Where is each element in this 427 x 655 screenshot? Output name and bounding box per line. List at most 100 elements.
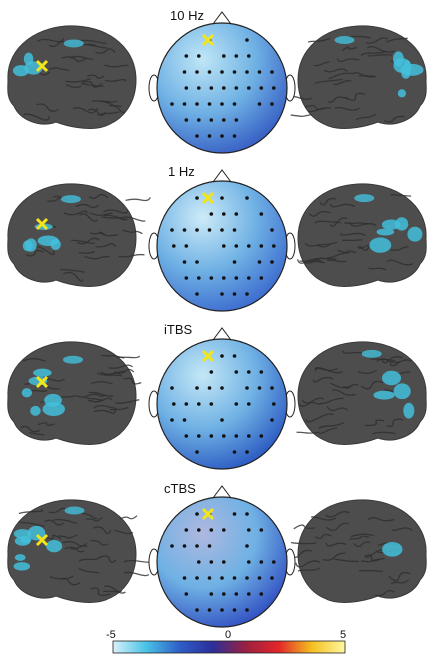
electrode xyxy=(184,592,189,596)
electrode xyxy=(182,260,187,264)
electrode xyxy=(209,86,214,90)
electrode xyxy=(245,576,249,580)
electrode xyxy=(257,70,262,74)
electrode xyxy=(197,54,201,58)
electrode xyxy=(209,434,214,438)
stim-site-marker-10hz xyxy=(35,59,49,73)
electrode xyxy=(220,196,224,200)
panel-label-ctbs: cTBS xyxy=(164,481,196,496)
electrode xyxy=(170,102,174,106)
stim-site-marker-1hz xyxy=(35,217,49,231)
electrode xyxy=(245,608,249,612)
electrode xyxy=(184,434,189,438)
electrode xyxy=(207,386,212,390)
electrode xyxy=(247,276,251,280)
electrode xyxy=(184,86,189,90)
electrode xyxy=(247,528,251,532)
right-hemisphere-1hz xyxy=(296,183,427,287)
left-hemisphere-ctbs xyxy=(7,499,151,603)
electrode xyxy=(222,560,226,564)
colorbar-bar xyxy=(112,640,346,654)
topomap-ctbs xyxy=(148,485,296,628)
electrode xyxy=(232,260,237,264)
electrode xyxy=(270,102,274,106)
electrode xyxy=(209,528,214,532)
topomap-1hz xyxy=(148,169,296,312)
electrode xyxy=(232,576,237,580)
electrode xyxy=(209,402,214,406)
electrode xyxy=(234,434,239,438)
electrode xyxy=(245,196,249,200)
electrode xyxy=(245,38,249,42)
electrode xyxy=(245,544,249,548)
panel-label-itbs: iTBS xyxy=(164,322,193,337)
electrode xyxy=(232,450,237,454)
electrode xyxy=(197,276,201,280)
electrode xyxy=(209,560,214,564)
electrode xyxy=(259,434,264,438)
electrode xyxy=(257,260,262,264)
electrode xyxy=(170,418,174,422)
right-hemisphere-10hz xyxy=(286,25,427,129)
left-hemisphere-1hz xyxy=(7,183,151,287)
electrode xyxy=(182,70,187,74)
topo-stim-marker-ctbs xyxy=(201,507,215,521)
electrode xyxy=(195,544,199,548)
electrode xyxy=(259,592,264,596)
electrode xyxy=(195,450,199,454)
electrode xyxy=(222,86,226,90)
colorbar-min-label: -5 xyxy=(106,629,116,641)
electrode xyxy=(257,102,262,106)
electrode xyxy=(272,402,276,406)
electrode xyxy=(207,576,212,580)
electrode xyxy=(220,134,224,138)
electrode xyxy=(184,276,189,280)
electrode xyxy=(220,292,224,296)
electrode xyxy=(270,418,274,422)
electrode xyxy=(257,386,262,390)
electrode xyxy=(234,276,239,280)
electrode xyxy=(259,212,264,216)
right-hemisphere-itbs xyxy=(296,341,427,445)
electrode xyxy=(247,54,251,58)
left-hemisphere-10hz xyxy=(7,25,137,129)
colorbar: -5 0 5 xyxy=(106,629,346,654)
electrode xyxy=(209,276,214,280)
topo-stim-marker-itbs xyxy=(201,349,215,363)
electrode xyxy=(259,276,264,280)
electrode xyxy=(232,608,237,612)
electrode xyxy=(184,402,189,406)
electrode xyxy=(232,292,237,296)
electrode xyxy=(234,212,239,216)
electrode xyxy=(232,354,237,358)
electrode xyxy=(245,70,249,74)
electrode xyxy=(195,102,199,106)
electrode xyxy=(222,118,226,122)
right-hemisphere-ctbs xyxy=(289,499,427,603)
electrode xyxy=(222,276,226,280)
panel-itbs xyxy=(7,327,427,470)
topo-stim-marker-1hz xyxy=(201,191,215,205)
electrode xyxy=(270,70,274,74)
electrode xyxy=(234,86,239,90)
electrode xyxy=(270,576,274,580)
electrode xyxy=(247,86,251,90)
electrode xyxy=(184,118,189,122)
electrode xyxy=(184,528,189,532)
electrode xyxy=(245,292,249,296)
electrode xyxy=(259,86,264,90)
electrode xyxy=(234,118,239,122)
electrode xyxy=(257,576,262,580)
electrode xyxy=(207,102,212,106)
electrode xyxy=(232,70,237,74)
panel-label-10hz: 10 Hz xyxy=(170,8,204,23)
electrode xyxy=(222,54,226,58)
electrode xyxy=(195,134,199,138)
electrode xyxy=(220,386,224,390)
electrode xyxy=(209,370,214,374)
electrode xyxy=(195,196,199,200)
electrode xyxy=(220,102,224,106)
electrode xyxy=(247,560,251,564)
electrode xyxy=(195,608,199,612)
